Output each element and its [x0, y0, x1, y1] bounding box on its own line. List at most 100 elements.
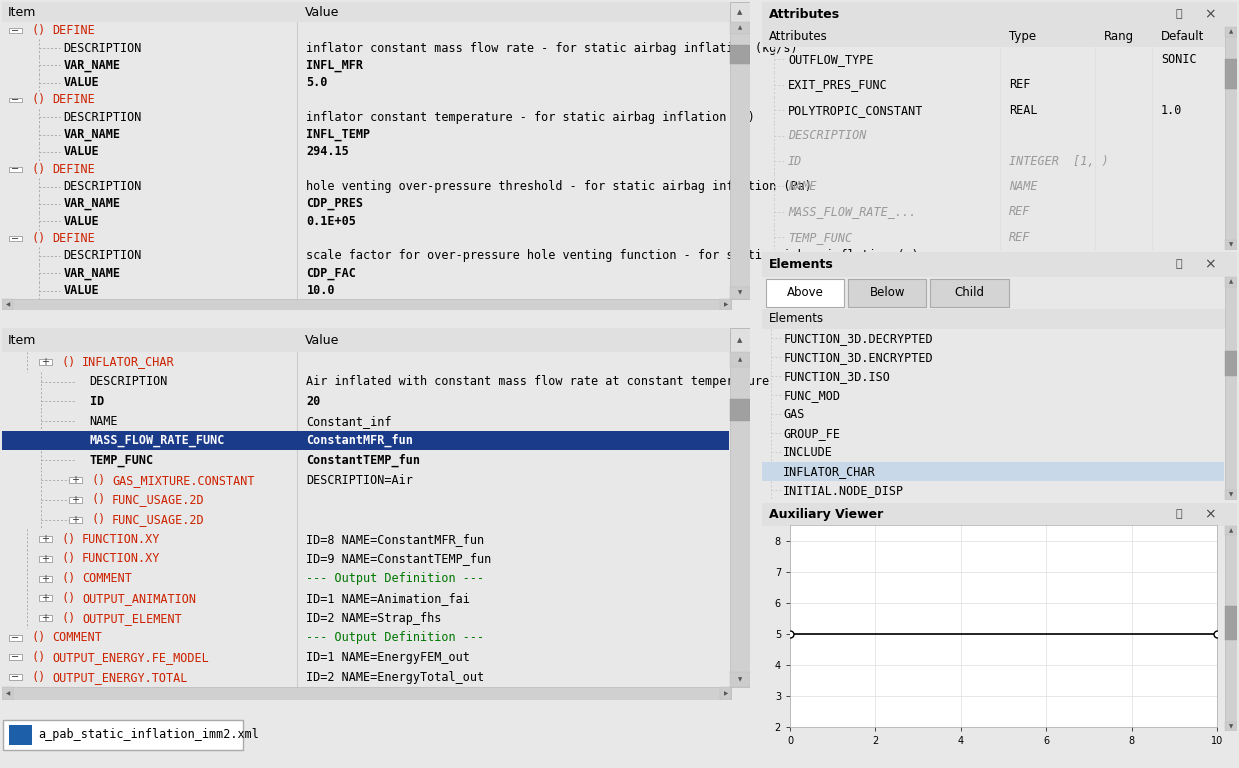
Text: VAR_NAME: VAR_NAME — [63, 128, 120, 141]
Text: −: − — [11, 164, 20, 174]
FancyBboxPatch shape — [2, 687, 731, 700]
FancyBboxPatch shape — [38, 576, 52, 581]
Text: DESCRIPTION: DESCRIPTION — [89, 376, 169, 388]
Text: FUNCTION_3D.ISO: FUNCTION_3D.ISO — [783, 370, 891, 383]
Text: DEFINE: DEFINE — [52, 163, 95, 176]
Text: (): () — [90, 474, 105, 487]
Text: ConstantMFR_fun: ConstantMFR_fun — [306, 434, 414, 448]
Text: Type: Type — [1009, 30, 1036, 43]
Text: Item: Item — [7, 333, 36, 346]
Text: +: + — [41, 535, 50, 545]
Text: NAME: NAME — [788, 180, 817, 193]
Text: ▲: ▲ — [737, 337, 742, 343]
Text: ▼: ▼ — [1229, 724, 1233, 729]
Text: DESCRIPTION=Air: DESCRIPTION=Air — [306, 474, 414, 487]
Text: Child: Child — [954, 286, 984, 300]
Text: VAR_NAME: VAR_NAME — [63, 197, 120, 210]
Text: DEFINE: DEFINE — [52, 24, 95, 37]
Text: Above: Above — [787, 286, 824, 300]
Text: (): () — [31, 631, 46, 644]
FancyBboxPatch shape — [762, 2, 1237, 27]
Text: MASS_FLOW_RATE_FUNC: MASS_FLOW_RATE_FUNC — [89, 434, 225, 447]
FancyBboxPatch shape — [730, 672, 750, 687]
Text: (): () — [61, 592, 76, 605]
Text: Rang: Rang — [1104, 30, 1134, 43]
Text: +: + — [41, 357, 50, 367]
FancyBboxPatch shape — [68, 497, 82, 503]
FancyBboxPatch shape — [730, 22, 750, 300]
Text: FUNCTION.XY: FUNCTION.XY — [82, 533, 160, 546]
Text: GAS: GAS — [783, 408, 805, 421]
Text: (): () — [61, 611, 76, 624]
Text: inflator constant temperature - for static airbag inflation (K): inflator constant temperature - for stat… — [306, 111, 756, 124]
FancyBboxPatch shape — [1225, 276, 1237, 286]
Text: −: − — [11, 633, 20, 643]
Text: Attributes: Attributes — [769, 30, 828, 43]
Text: CDP_FAC: CDP_FAC — [306, 266, 357, 280]
FancyBboxPatch shape — [762, 252, 1237, 276]
FancyBboxPatch shape — [930, 280, 1009, 306]
Text: COMMENT: COMMENT — [52, 631, 102, 644]
FancyBboxPatch shape — [730, 399, 750, 421]
Text: ▼: ▼ — [1229, 492, 1233, 498]
Text: ▶: ▶ — [724, 691, 727, 696]
Text: DESCRIPTION: DESCRIPTION — [63, 250, 141, 263]
Text: INTEGER  [1, ): INTEGER [1, ) — [1009, 154, 1109, 167]
Text: ID=2 NAME=Strap_fhs: ID=2 NAME=Strap_fhs — [306, 611, 442, 624]
Text: ▲: ▲ — [1229, 29, 1233, 35]
Text: FUNCTION_3D.DECRYPTED: FUNCTION_3D.DECRYPTED — [783, 332, 933, 345]
Text: hole venting over-pressure threshold - for static airbag inflation (Pa): hole venting over-pressure threshold - f… — [306, 180, 813, 193]
Text: (): () — [61, 572, 76, 585]
FancyBboxPatch shape — [2, 432, 729, 450]
Text: −: − — [11, 233, 20, 243]
Text: NAME: NAME — [1009, 180, 1037, 193]
Text: (): () — [31, 232, 46, 245]
Text: (): () — [61, 533, 76, 546]
Text: (): () — [31, 163, 46, 176]
Text: ◀: ◀ — [5, 302, 10, 307]
FancyBboxPatch shape — [720, 687, 731, 700]
Text: --- Output Definition ---: --- Output Definition --- — [306, 631, 484, 644]
Text: +: + — [41, 594, 50, 604]
Text: Value: Value — [305, 5, 339, 18]
Text: (): () — [61, 552, 76, 565]
FancyBboxPatch shape — [730, 2, 750, 22]
Text: +: + — [41, 613, 50, 623]
Text: OUTPUT_ANIMATION: OUTPUT_ANIMATION — [82, 592, 196, 605]
Text: ID=9 NAME=ConstantTEMP_fun: ID=9 NAME=ConstantTEMP_fun — [306, 552, 492, 565]
Text: --- Output Definition ---: --- Output Definition --- — [306, 572, 484, 585]
Text: 0.1E+05: 0.1E+05 — [306, 215, 357, 228]
Text: ▼: ▼ — [1229, 243, 1233, 247]
FancyBboxPatch shape — [762, 503, 1237, 526]
Text: inflator constant mass flow rate - for static airbag inflation (kg/s): inflator constant mass flow rate - for s… — [306, 41, 798, 55]
Text: DESCRIPTION: DESCRIPTION — [63, 111, 141, 124]
Text: INFLATOR_CHAR: INFLATOR_CHAR — [783, 465, 876, 478]
Text: +: + — [41, 554, 50, 564]
FancyBboxPatch shape — [762, 309, 1237, 329]
Text: ▲: ▲ — [737, 25, 742, 31]
FancyBboxPatch shape — [9, 654, 22, 660]
FancyBboxPatch shape — [766, 280, 844, 306]
Text: VALUE: VALUE — [63, 76, 99, 89]
Text: ID=2 NAME=EnergyTotal_out: ID=2 NAME=EnergyTotal_out — [306, 670, 484, 684]
Text: ▲: ▲ — [737, 357, 742, 362]
Text: DESCRIPTION: DESCRIPTION — [788, 129, 866, 142]
Text: ▼: ▼ — [737, 677, 742, 682]
Text: +: + — [41, 574, 50, 584]
Text: (): () — [61, 356, 76, 369]
FancyBboxPatch shape — [9, 167, 22, 172]
FancyBboxPatch shape — [4, 720, 243, 750]
FancyBboxPatch shape — [9, 635, 22, 641]
FancyBboxPatch shape — [1225, 526, 1237, 731]
Text: DEFINE: DEFINE — [52, 232, 95, 245]
FancyBboxPatch shape — [38, 536, 52, 542]
Text: (): () — [31, 651, 46, 664]
Text: VALUE: VALUE — [63, 145, 99, 158]
FancyBboxPatch shape — [10, 725, 32, 745]
Text: Below: Below — [870, 286, 904, 300]
FancyBboxPatch shape — [1225, 59, 1237, 89]
Text: 20: 20 — [306, 395, 321, 408]
Text: Value: Value — [305, 333, 339, 346]
Text: +: + — [72, 475, 79, 485]
Text: DESCRIPTION: DESCRIPTION — [63, 180, 141, 193]
